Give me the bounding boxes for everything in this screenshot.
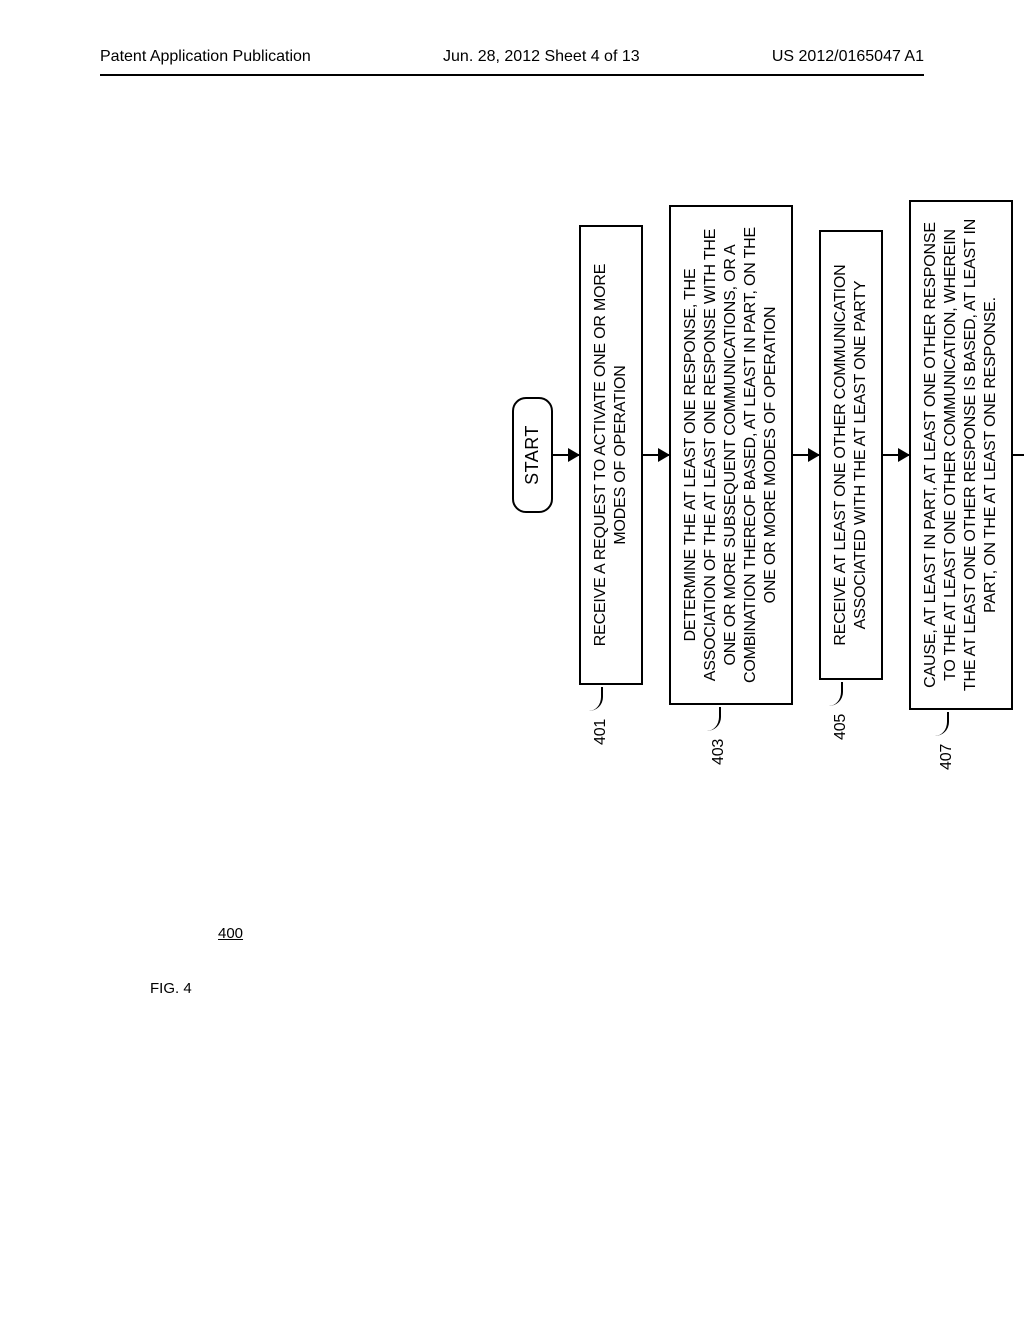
page: Patent Application Publication Jun. 28, … (0, 0, 1024, 1320)
process-step-text: RECEIVE AT LEAST ONE OTHER COMMUNICATION… (832, 264, 869, 645)
ref-lead (705, 707, 721, 731)
ref-401: 401 (591, 719, 611, 745)
process-step-text: DETERMINE THE AT LEAST ONE RESPONSE, THE… (682, 227, 779, 683)
ref-403: 403 (709, 739, 729, 765)
arrow-2 (793, 454, 819, 456)
process-step-401: RECEIVE A REQUEST TO ACTIVATE ONE OR MOR… (579, 225, 643, 685)
terminal-start: START (512, 397, 553, 513)
ref-lead (933, 712, 949, 736)
arrow-4 (1013, 454, 1024, 456)
figure-ref-400: 400 (218, 925, 243, 942)
header-left: Patent Application Publication (100, 48, 311, 66)
process-step-403: DETERMINE THE AT LEAST ONE RESPONSE, THE… (669, 205, 793, 705)
arrow-1 (643, 454, 669, 456)
process-step-text: CAUSE, AT LEAST IN PART, AT LEAST ONE OT… (922, 219, 999, 691)
process-step-407: CAUSE, AT LEAST IN PART, AT LEAST ONE OT… (909, 200, 1013, 710)
ref-lead (587, 687, 603, 711)
process-step-text: RECEIVE A REQUEST TO ACTIVATE ONE OR MOR… (592, 264, 629, 646)
ref-407: 407 (937, 744, 957, 770)
ref-lead (827, 682, 843, 706)
ref-405: 405 (831, 714, 851, 740)
arrow-0 (553, 454, 579, 456)
process-step-405: RECEIVE AT LEAST ONE OTHER COMMUNICATION… (819, 230, 883, 680)
arrow-3 (883, 454, 909, 456)
flowchart: START RECEIVE A REQUEST TO ACTIVATE ONE … (512, 0, 1024, 915)
figure-label: FIG. 4 (150, 980, 192, 997)
